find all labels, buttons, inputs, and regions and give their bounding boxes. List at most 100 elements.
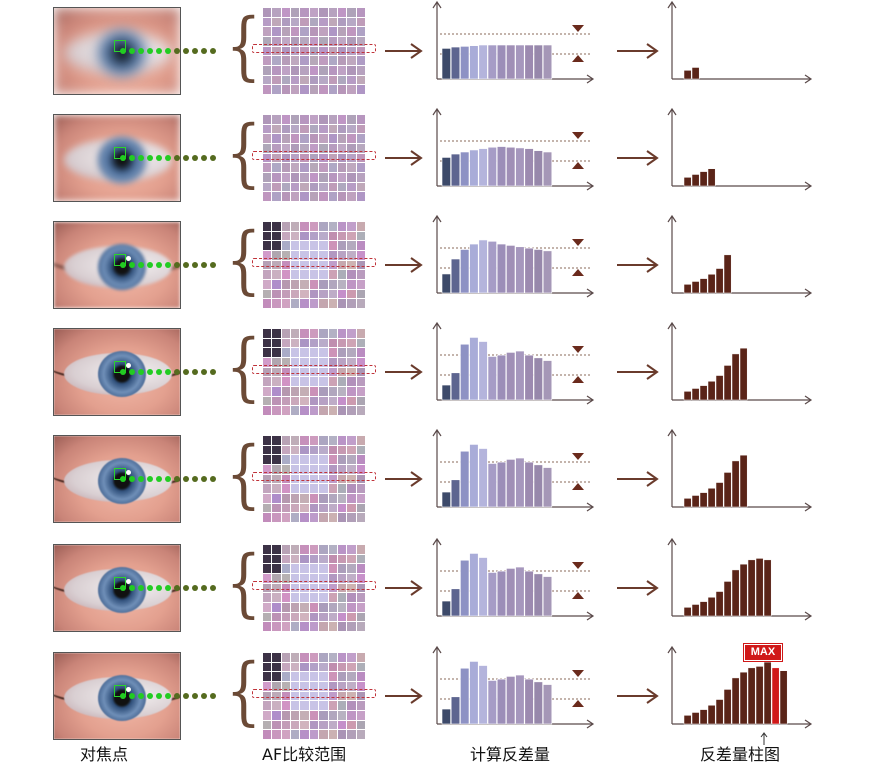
grid-cell (347, 358, 356, 367)
triangle-down-icon (572, 562, 584, 569)
grid-cell (300, 56, 309, 65)
contrast-bar (450, 479, 461, 508)
grid-cell (319, 574, 328, 583)
grid-cell (272, 270, 281, 279)
contrast-bar (533, 357, 543, 401)
contrast-bar (542, 250, 553, 294)
contrast-bar (469, 243, 479, 294)
grid-cell (347, 682, 356, 691)
grid-cell (281, 299, 291, 308)
grid-cell (281, 56, 291, 65)
grid-cell (300, 144, 309, 153)
histogram-bar (715, 591, 724, 617)
grid-cell (319, 144, 328, 153)
contrast-bar (469, 661, 479, 725)
grid-cell (309, 348, 319, 357)
histogram-bar (707, 381, 716, 401)
grid-cell (309, 445, 319, 455)
grid-cell (347, 574, 356, 583)
stage-row: {MAX (0, 644, 894, 752)
af-range-grid (262, 435, 366, 523)
grid-cell (328, 153, 337, 163)
contrast-bar (441, 708, 451, 725)
dot (165, 369, 171, 375)
grid-cell (319, 231, 328, 241)
grid-cell (328, 124, 337, 134)
contrast-bar (478, 148, 488, 187)
grid-cell (319, 545, 328, 554)
grid-cell (337, 85, 347, 94)
triangle-up-icon (572, 592, 584, 599)
contrast-bar (524, 148, 534, 187)
grid-cell (347, 701, 356, 710)
grid-cell (291, 436, 300, 445)
grid-cell (347, 612, 356, 622)
grid-cell (263, 260, 272, 270)
grid-cell (328, 358, 337, 367)
grid-cell (272, 75, 281, 85)
grid-cell (356, 455, 365, 464)
grid-cell (272, 711, 281, 720)
grid-cell (337, 17, 347, 27)
grid-cell (272, 564, 281, 573)
contrast-bar (542, 467, 553, 508)
grid-cell (356, 222, 365, 231)
grid-cell (328, 720, 337, 730)
grid-cell (337, 338, 347, 348)
grid-cell (300, 406, 309, 415)
grid-cell (291, 593, 300, 602)
triangle-up-icon (572, 269, 584, 276)
grid-cell (291, 377, 300, 386)
grid-cell (281, 484, 291, 493)
contrast-histogram (667, 428, 813, 512)
grid-cell (281, 653, 291, 662)
dot (174, 369, 180, 375)
grid-cell (300, 280, 309, 289)
grid-cell (337, 682, 347, 691)
grid-cell (281, 387, 291, 396)
grid-cell (319, 406, 328, 415)
grid-cell (281, 436, 291, 445)
grid-cell (347, 75, 356, 85)
grid-cell (281, 720, 291, 730)
dot (147, 585, 153, 591)
grid-cell (347, 144, 356, 153)
grid-cell (319, 66, 328, 75)
grid-cell (328, 672, 337, 681)
grid-cell (291, 406, 300, 415)
grid-cell (319, 17, 328, 27)
histogram-bar (723, 689, 732, 725)
histogram-bar (691, 604, 700, 617)
grid-cell (300, 583, 309, 593)
grid-cell (356, 260, 365, 270)
grid-cell (291, 299, 300, 308)
contrast-bar (542, 576, 553, 617)
grid-cell (281, 367, 291, 377)
histogram-bar (731, 353, 740, 401)
grid-cell (263, 85, 272, 94)
grid-cell (272, 358, 281, 367)
grid-cell (291, 56, 300, 65)
grid-cell (300, 622, 309, 631)
histogram-bar (739, 563, 748, 617)
grid-cell (281, 8, 291, 17)
grid-cell (356, 66, 365, 75)
dot (174, 693, 180, 699)
grid-cell (272, 124, 281, 134)
histogram-bar (747, 559, 756, 617)
dot (147, 476, 153, 482)
grid-cell (272, 682, 281, 691)
grid-cell (263, 241, 272, 250)
dot (210, 585, 216, 591)
grid-cell (309, 241, 319, 250)
grid-cell (281, 144, 291, 153)
contrast-bar (441, 491, 451, 508)
grid-cell (300, 8, 309, 17)
grid-cell (263, 662, 272, 672)
grid-cell (309, 396, 319, 406)
af-range-grid (262, 652, 366, 740)
histogram-bar (691, 281, 700, 294)
grid-cell (272, 66, 281, 75)
grid-cell (272, 554, 281, 564)
arrow-icon (385, 43, 423, 59)
